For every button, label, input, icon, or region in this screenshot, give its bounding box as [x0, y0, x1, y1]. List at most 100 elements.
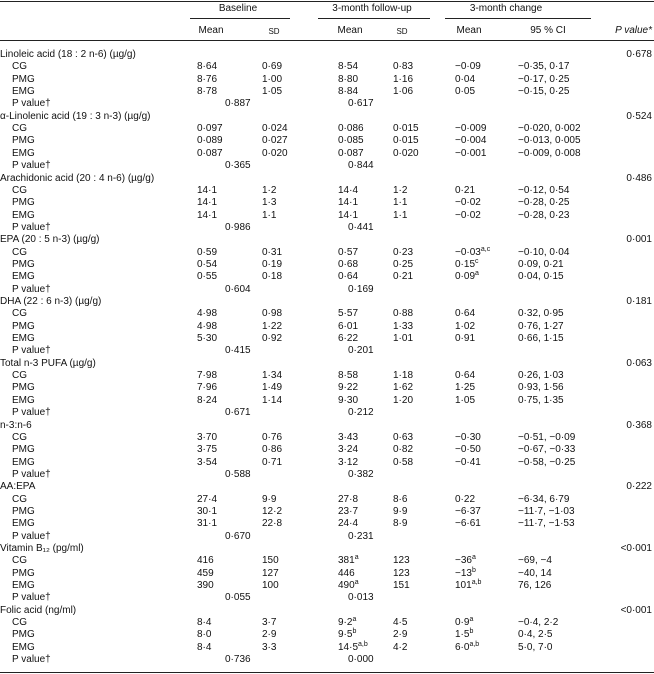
group-label: CG	[12, 246, 27, 258]
group-label: EMG	[12, 580, 35, 591]
cell: −13b	[455, 567, 476, 580]
cell: 0·15c	[455, 258, 479, 271]
cell: −69, −4	[518, 555, 552, 567]
p-header: P value*	[615, 25, 652, 37]
p-label-text: P value†	[12, 654, 51, 666]
p-label: P value†	[12, 284, 51, 296]
group-label: CG	[12, 493, 27, 505]
cell: 0·31	[262, 246, 283, 258]
cell: 1·1	[393, 197, 408, 209]
cell: −0·020, 0·002	[518, 123, 581, 135]
p-value: 0·382	[348, 468, 374, 480]
cell: 0·75, 1·35	[518, 394, 564, 406]
group-label: EMG	[12, 271, 35, 283]
group-label: PMG	[12, 505, 35, 517]
cell: 1·06	[393, 86, 414, 97]
cell: −0·58, −0·25	[518, 456, 576, 468]
cell: 1·2	[393, 184, 408, 196]
cell: 0·087	[338, 147, 364, 159]
cell-value: 490	[338, 580, 355, 591]
group-label: PMG	[12, 382, 35, 394]
cell: −0·12, 0·54	[518, 184, 570, 196]
cell-value: 6·0	[455, 641, 470, 653]
cell-sup: a,b	[358, 640, 368, 648]
section-title: AA:EPA	[0, 481, 36, 493]
section-title: Arachidonic acid (20 : 4 n-6) (µg/g)	[0, 172, 155, 184]
group-label: PMG	[12, 629, 35, 641]
cell: 381a	[338, 554, 359, 567]
cell: 6·22	[338, 333, 359, 345]
group-label: CG	[12, 431, 27, 443]
p-value: 0·000	[348, 654, 374, 666]
group-label: EMG	[12, 86, 35, 97]
cell: 490a	[338, 579, 359, 592]
cell: 0·04	[455, 73, 476, 85]
cell-value: 14·5	[338, 641, 359, 653]
cell: 12·2	[262, 505, 283, 517]
cell: 123	[393, 555, 410, 567]
cell: −0·02	[455, 209, 481, 221]
p-value: 0·212	[348, 407, 374, 419]
cell: 0·027	[262, 135, 288, 147]
cell: 0·085	[338, 135, 364, 147]
section-title: Linoleic acid (18 : 2 n-6) (µg/g)	[0, 49, 136, 60]
cell: 0·76, 1·27	[518, 320, 564, 332]
cell: 2·9	[393, 629, 408, 641]
cell: 446	[338, 567, 355, 579]
cell: 1·3	[262, 197, 277, 209]
cell: 3·54	[197, 456, 218, 468]
cell: 1·05	[262, 86, 283, 97]
cell: 8·76	[197, 73, 218, 85]
group-label: EMG	[12, 333, 35, 345]
cell: −0·004	[455, 135, 487, 147]
group-label: PMG	[12, 73, 35, 85]
cell: 0·92	[262, 333, 283, 345]
cell: 0·9a	[455, 616, 473, 629]
cell: 8·54	[338, 61, 359, 73]
cell: 0·93, 1·56	[518, 382, 564, 394]
section-p-value: 0·181	[626, 296, 652, 307]
cell: 0·19	[262, 258, 283, 270]
cell-sup: a	[354, 554, 359, 562]
p-label: P value†	[12, 469, 51, 481]
p-value: 0·887	[225, 98, 251, 110]
cell: 1·16	[393, 73, 414, 85]
cell: −40, 14	[518, 567, 552, 579]
cell: 0·21	[455, 184, 476, 196]
cell: 0·25	[393, 258, 414, 270]
cell: 1·1	[262, 209, 277, 221]
p-label: P value†	[12, 345, 51, 357]
p-value: 0·231	[348, 530, 374, 542]
cell: 0·86	[262, 444, 283, 456]
group-label: CG	[12, 617, 27, 629]
cell-value: 101	[455, 580, 472, 591]
cell: 1·14	[262, 394, 283, 406]
p-value: 0·736	[225, 654, 251, 666]
p-label-text: P value†	[12, 530, 51, 542]
cell-sup: a,c	[480, 245, 491, 253]
cell: 9·2a	[338, 616, 356, 629]
p-value: 0·201	[348, 345, 374, 357]
cell: 0·4, 2·5	[518, 629, 553, 641]
cell: −0·28, 0·23	[518, 209, 570, 221]
section-title: Vitamin B₁₂ (pg/ml)	[0, 543, 84, 554]
p-value: 0·365	[225, 160, 251, 172]
cell-sup: a,b	[469, 640, 480, 648]
p-value: 0·441	[348, 221, 374, 233]
p-value: 0·844	[348, 160, 374, 172]
p-value: 0·588	[225, 468, 251, 480]
cell: 7·96	[197, 382, 218, 394]
cell: 1·62	[393, 382, 414, 394]
cell: 14·1	[197, 184, 218, 196]
cell: 0·04, 0·15	[518, 271, 564, 283]
group-label: CG	[12, 308, 27, 320]
section-p-value: 0·222	[626, 481, 652, 493]
cell: 1·20	[393, 394, 414, 406]
cell: −0·009, 0·008	[518, 147, 581, 159]
cell: 150	[262, 555, 279, 567]
cell: 1·33	[393, 320, 414, 332]
cell: 1·25	[455, 382, 476, 394]
cell: 390	[197, 580, 214, 591]
cell: 3·12	[338, 456, 359, 468]
